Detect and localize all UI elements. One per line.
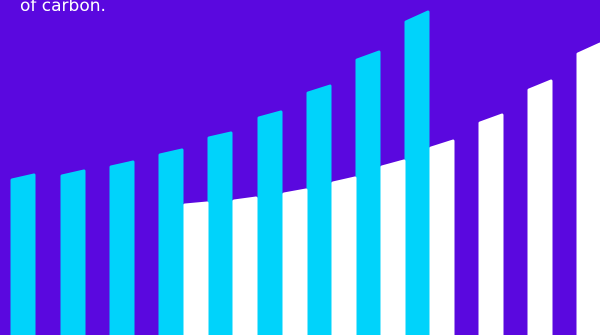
- bar: [429, 139, 455, 335]
- bar: [232, 196, 258, 335]
- bar: [60, 169, 86, 335]
- bar: [207, 131, 233, 335]
- bar: [527, 79, 553, 335]
- bar: [404, 10, 430, 335]
- bar: [478, 113, 504, 335]
- bar: [380, 159, 406, 335]
- bar: [10, 173, 36, 335]
- bar: [355, 50, 381, 335]
- bar: [306, 84, 332, 335]
- bar: [109, 160, 135, 335]
- bar: [158, 148, 184, 335]
- bar: [282, 188, 308, 335]
- cyan-bars: [10, 10, 430, 335]
- caption: of carbon.: [20, 0, 106, 16]
- bar: [331, 176, 357, 335]
- bar: [576, 42, 600, 335]
- white-bars: [183, 42, 600, 335]
- bar: [183, 201, 209, 335]
- bar: [257, 110, 283, 335]
